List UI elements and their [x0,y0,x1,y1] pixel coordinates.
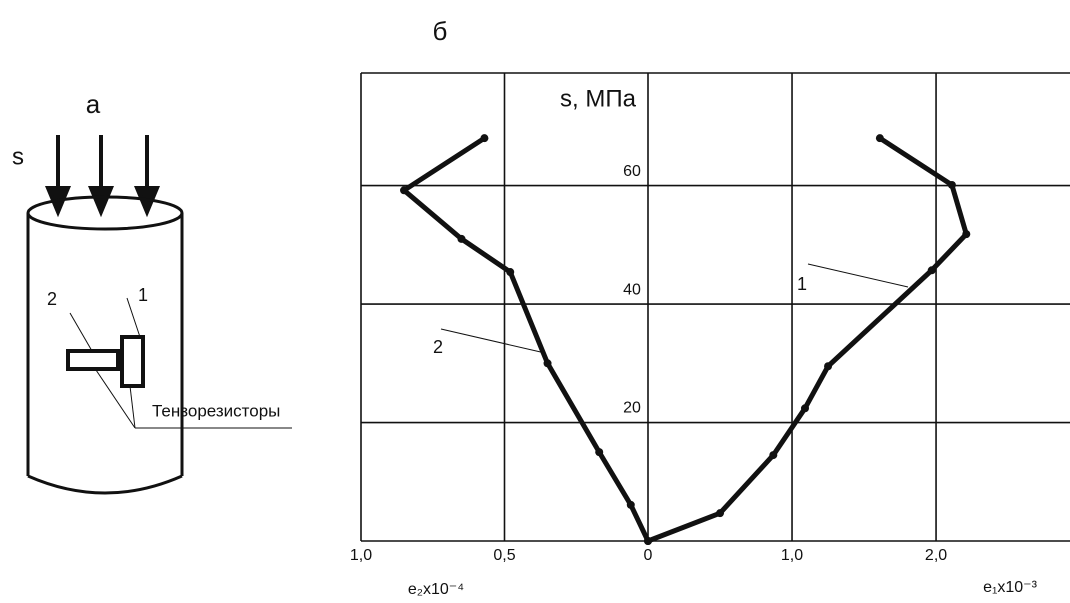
sensor-label: 1 [138,285,148,305]
point [947,180,956,189]
x-tick-label: 0,5 [493,547,515,564]
point [644,537,652,545]
x-tick-label: 2,0 [925,547,947,564]
chart: б 20 40 60 1,0 0,5 0 1,0 2,0 s, МПа e₁x10⁻³ e₂x10⁻⁴… [350,16,1070,598]
x-tick-label: 1,0 [781,547,803,564]
leader-line [440,328,546,354]
point [716,509,725,518]
series-label: 2 [433,337,443,357]
leader-line [807,263,909,288]
leaders [69,297,292,429]
point [595,448,604,457]
y-axis-label: s, МПа [560,85,637,112]
series-line [647,136,969,544]
y-tick-label: 60 [623,163,641,180]
point [769,451,778,460]
x-axis-label: e₁x10⁻³ [983,579,1038,596]
series-line [401,136,651,543]
chart-title: б [433,16,448,46]
y-tick-label: 40 [623,281,641,298]
x-tick-label: 1,0 [350,547,372,564]
caption: Тензорезисторы [152,401,280,420]
y-tick-label: 20 [623,400,641,417]
sensor-label: 2 [47,289,57,309]
series-label: 1 [797,274,807,294]
x2-axis-label: e₂x10⁻⁴ [408,581,464,598]
point [962,230,971,239]
point [480,134,489,143]
point [800,404,809,413]
cylinder [26,195,184,495]
point [626,500,635,509]
point [457,234,466,243]
diagram-title: а [86,89,101,119]
point [824,362,833,371]
load-label: s [12,143,24,170]
point [927,266,936,275]
point [543,359,552,368]
point [875,134,884,143]
diagram: а s 2 1 Тензорезисторы [12,89,292,495]
x-tick-label: 0 [644,547,653,564]
point [506,268,515,277]
point [400,186,409,195]
